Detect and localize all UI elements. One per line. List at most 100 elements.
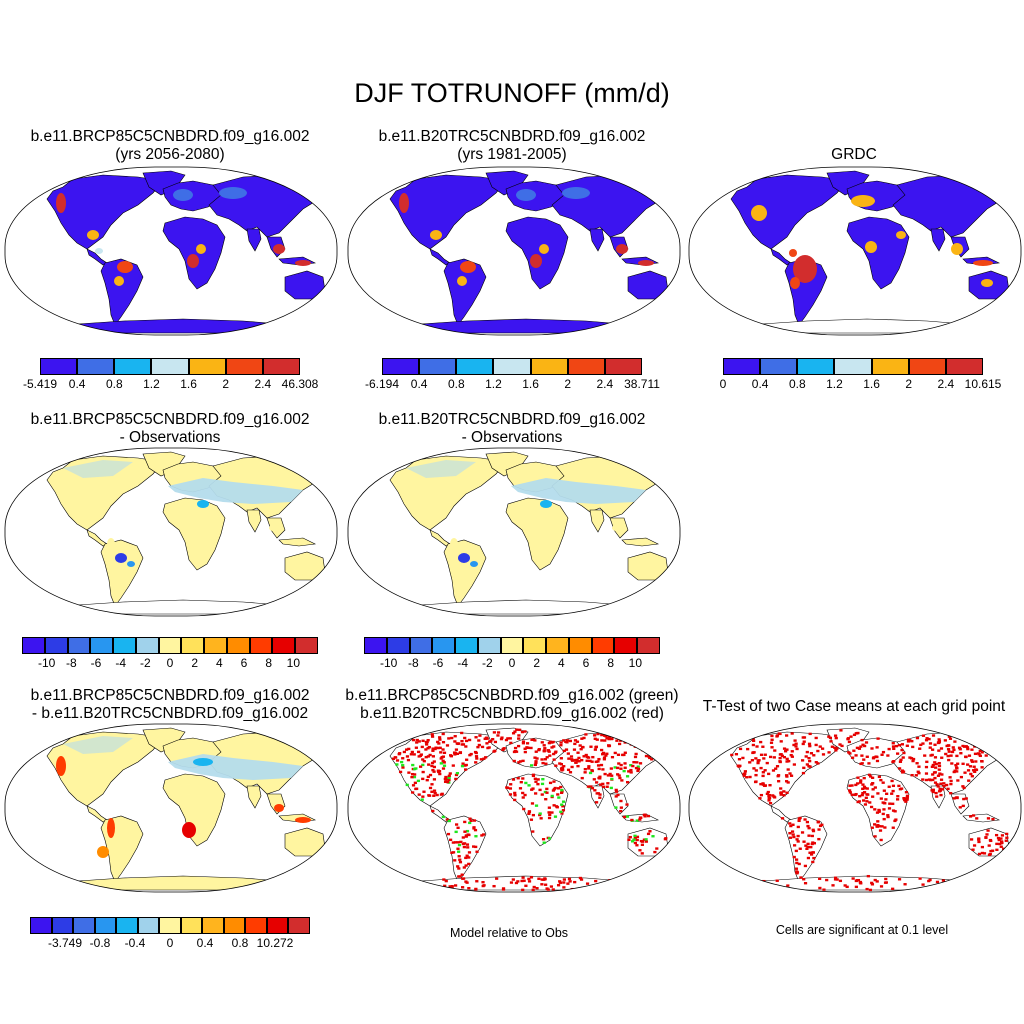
panel-title-line2: (yrs 2056-2080) [115, 146, 225, 163]
panel-title-line1 [684, 128, 1024, 146]
colorbar-box [432, 637, 456, 654]
colorbar-tick-label: 0.4 [410, 377, 428, 391]
colorbar-tick-label: 0 [166, 936, 174, 950]
panel-title-line2: - Observations [119, 429, 221, 446]
colorbar-tick-label: 0.8 [231, 936, 249, 950]
colorbar-tick-label: -6.194 [364, 377, 400, 391]
colorbar-tick-label: 10.272 [256, 936, 294, 950]
land-southAmerica [443, 258, 487, 326]
panel-title-line2: GRDC [831, 146, 877, 163]
colorbar-box [382, 358, 420, 375]
colorbar-tick-label: 1.2 [826, 377, 843, 391]
panel-title-line1: b.e11.BRCP85C5CNBDRD.f09_g16.002 [30, 687, 310, 704]
colorbar-tick-label: 0.4 [68, 377, 86, 391]
panel-title-line2: - b.e11.B20TRC5CNBDRD.f09_g16.002 [31, 705, 309, 722]
colorbar-box [567, 358, 605, 375]
colorbar-box [114, 358, 152, 375]
map-border [4, 166, 338, 336]
map-border [347, 166, 681, 336]
colorbar-p3: 0 0.4 0.8 1.2 1.6 2 2.4 10.615 [720, 358, 1001, 398]
land-india [246, 785, 262, 809]
colorbar-box [188, 358, 226, 375]
panel-title-p7: b.e11.BRCP85C5CNBDRD.f09_g16.002 - b.e11… [0, 687, 340, 723]
world-map-p4 [4, 447, 338, 617]
colorbar-box [523, 637, 547, 654]
land-india [930, 228, 946, 252]
colorbar-box [158, 637, 182, 654]
colorbar-box [945, 358, 983, 375]
colorbar-box [386, 637, 410, 654]
panel-title-p5: b.e11.B20TRC5CNBDRD.f09_g16.002 - Observ… [342, 411, 682, 447]
colorbar-p4: -10 -8 -6 -4 -2 0 2 4 6 8 10 [22, 637, 318, 677]
colorbar-tick-label: 1.6 [522, 377, 539, 391]
panel-title-p1: b.e11.BRCP85C5CNBDRD.f09_g16.002 (yrs 20… [0, 128, 340, 164]
colorbar-p7: -3.749 -0.8 -0.4 0 0.4 0.8 10.272 [30, 917, 310, 957]
colorbar-box [637, 637, 660, 654]
colorbar-tick-label: 6 [240, 656, 248, 670]
land-centralAm [86, 805, 108, 823]
colorbar-box [226, 637, 250, 654]
colorbar-tick-label: 0.8 [447, 377, 465, 391]
world-map-p7 [4, 723, 338, 893]
land-seAsia [950, 793, 970, 815]
colorbar-box [908, 358, 946, 375]
colorbar-tick-label: 6 [582, 656, 590, 670]
land-northAmerica [730, 174, 848, 250]
land-africa [505, 216, 569, 290]
colorbar-box [288, 917, 310, 934]
land-southAmerica [100, 539, 144, 607]
land-australia [284, 551, 326, 581]
land-antarctica [746, 318, 978, 334]
land-australia [284, 270, 326, 300]
land-asia [208, 174, 326, 238]
land-africa [162, 497, 226, 571]
land-islands [621, 537, 660, 547]
land-southAmerica [100, 258, 144, 326]
colorbar-box [22, 637, 45, 654]
colorbar-tick-label: 10.615 [964, 377, 1002, 391]
map-border [347, 723, 681, 893]
main-title: DJF TOTRUNOFF (mm/d) [354, 78, 670, 108]
colorbar-tick-label: 10 [628, 656, 643, 670]
colorbar-tick-label: -10 [379, 656, 398, 670]
colorbar-box [455, 637, 478, 654]
colorbar-tick-label: 0.4 [196, 936, 214, 950]
panel-title-p8: b.e11.BRCP85C5CNBDRD.f09_g16.002 (green)… [330, 687, 694, 723]
panel-title-line1: b.e11.BRCP85C5CNBDRD.f09_g16.002 (green) [345, 687, 679, 704]
colorbar-tick-label: -0.4 [124, 936, 146, 950]
colorbar-box [456, 358, 494, 375]
world-map-p9 [688, 723, 1022, 893]
colorbar-box [245, 917, 267, 934]
colorbar-tick-label: -4 [115, 656, 126, 670]
world-map-p3 [688, 166, 1022, 336]
colorbar-tick-label: 2 [222, 377, 230, 391]
colorbar-box [137, 917, 160, 934]
caption-p8: Model relative to Obs [449, 926, 569, 940]
colorbar-box [225, 358, 263, 375]
colorbar-box [135, 637, 159, 654]
colorbar-box [591, 637, 615, 654]
land-india [589, 228, 605, 252]
colorbar-tick-label: 0 [508, 656, 516, 670]
world-map-p8 [347, 723, 681, 893]
colorbar-tick-label: 2 [533, 656, 540, 670]
colorbar-box [477, 637, 501, 654]
colorbar-box [500, 637, 524, 654]
panel-title-p3: GRDC [684, 128, 1024, 164]
land-australia [627, 270, 669, 300]
colorbar-tick-label: -3.749 [47, 936, 83, 950]
colorbar-tick-label: 4 [215, 656, 223, 670]
colorbar-box [723, 358, 761, 375]
colorbar-box [364, 637, 387, 654]
colorbar-box [409, 637, 433, 654]
colorbar-box [159, 917, 181, 934]
colorbar-box [202, 917, 224, 934]
world-map-p5 [347, 447, 681, 617]
caption-p9: Cells are significant at 0.1 level [775, 923, 949, 937]
colorbar-box [44, 637, 68, 654]
land-northAmerica [389, 731, 507, 807]
land-southAmerica [443, 815, 487, 883]
colorbar-tick-label: 2 [564, 377, 572, 391]
map-border [347, 447, 681, 617]
land-india [246, 228, 262, 252]
